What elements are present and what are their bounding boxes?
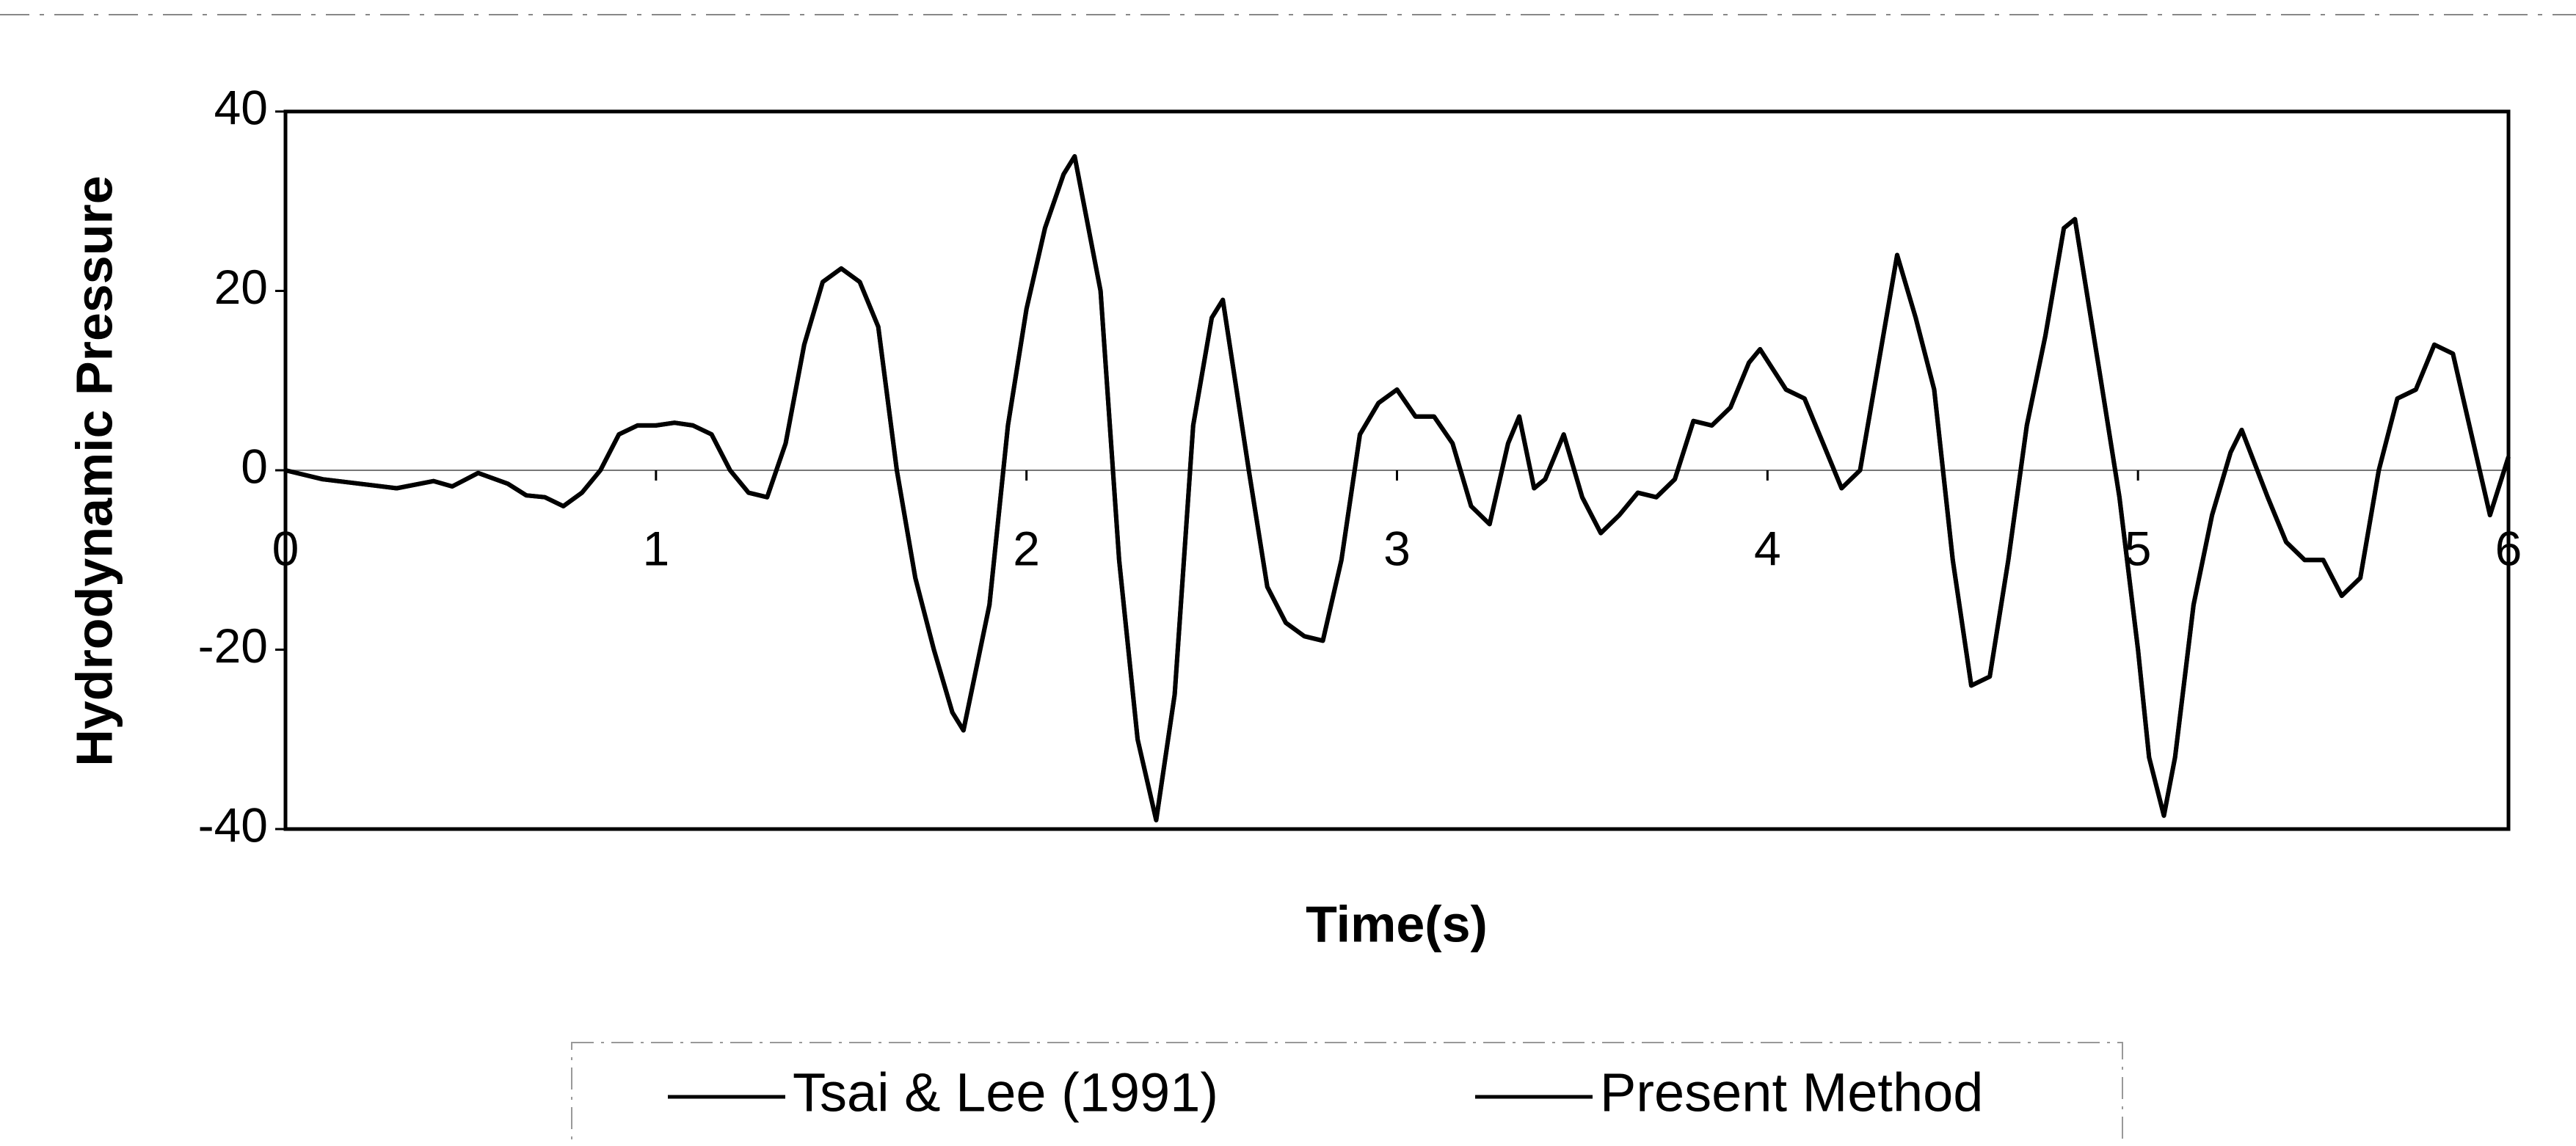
x-tick-label: 1 <box>642 521 669 575</box>
series-line <box>285 154 2511 822</box>
x-tick-label: 3 <box>1383 521 1411 575</box>
y-axis-title: Hydrodynamic Pressure <box>65 175 123 766</box>
plot-frame <box>283 109 2511 831</box>
x-tick-label: 4 <box>1754 521 1781 575</box>
y-tick-label: -40 <box>198 798 268 852</box>
y-tick-label: -20 <box>198 618 268 673</box>
legend-label: Tsai & Lee (1991) <box>793 1062 1218 1123</box>
y-tick-label: 40 <box>214 80 268 134</box>
x-axis-title: Time(s) <box>1306 895 1488 952</box>
y-tick-label: 0 <box>241 439 268 493</box>
y-tick-label: 20 <box>214 260 268 314</box>
x-tick-label: 2 <box>1013 521 1040 575</box>
legend-label: Present Method <box>1600 1062 1983 1123</box>
series-line <box>285 154 2511 822</box>
